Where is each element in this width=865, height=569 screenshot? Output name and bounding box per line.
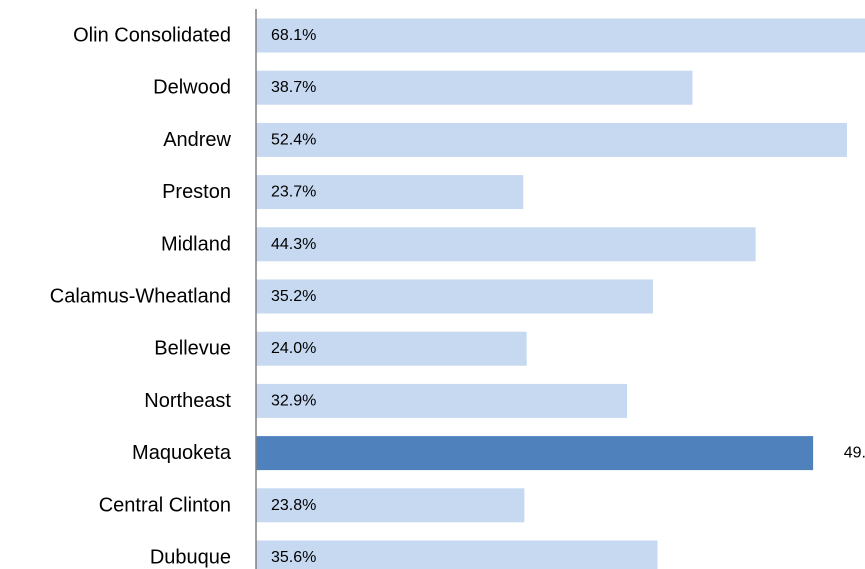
data-label-olin-consolidated: 68.1% bbox=[271, 27, 316, 44]
category-label-maquoketa: Maquoketa bbox=[132, 442, 232, 464]
category-label-preston: Preston bbox=[162, 181, 231, 203]
data-label-midland: 44.3% bbox=[271, 236, 316, 253]
data-label-central-clinton: 23.8% bbox=[271, 497, 316, 514]
data-label-northeast: 32.9% bbox=[271, 392, 316, 409]
category-label-central-clinton: Central Clinton bbox=[99, 494, 231, 516]
bar-central-clinton bbox=[256, 488, 525, 523]
category-label-delwood: Delwood bbox=[153, 77, 231, 99]
category-label-calamus-wheatland: Calamus-Wheatland bbox=[50, 286, 231, 308]
data-label-maquoketa: 49.4% bbox=[844, 445, 865, 462]
category-labels-group: Olin Consolidated Delwood Andrew Preston Mid… bbox=[50, 25, 232, 569]
data-labels-group: 68.1% 38.7% 52.4% 23.7% 44.3% 35.2% 24.0% 32.9%… bbox=[271, 27, 865, 566]
bar-midland bbox=[256, 227, 756, 262]
bar-bellevue bbox=[256, 331, 527, 366]
data-label-preston: 23.7% bbox=[271, 184, 316, 201]
category-label-dubuque: Dubuque bbox=[150, 547, 231, 569]
data-label-dubuque: 35.6% bbox=[271, 549, 316, 566]
bar-delwood bbox=[256, 70, 693, 105]
category-label-northeast: Northeast bbox=[144, 390, 231, 412]
data-label-andrew: 52.4% bbox=[271, 131, 316, 148]
bar-maquoketa bbox=[256, 436, 814, 471]
data-label-bellevue: 24.0% bbox=[271, 340, 316, 357]
bars-group bbox=[256, 18, 865, 569]
category-label-olin-consolidated: Olin Consolidated bbox=[73, 25, 231, 47]
data-label-calamus-wheatland: 35.2% bbox=[271, 288, 316, 305]
bar-northeast bbox=[256, 383, 628, 418]
category-label-midland: Midland bbox=[161, 233, 231, 255]
data-label-delwood: 38.7% bbox=[271, 79, 316, 96]
bar-andrew bbox=[256, 122, 847, 157]
bar-olin-consolidated bbox=[256, 18, 865, 53]
bar-dubuque bbox=[256, 540, 658, 569]
bar-preston bbox=[256, 175, 524, 210]
bar-calamus-wheatland bbox=[256, 279, 653, 314]
category-label-andrew: Andrew bbox=[163, 129, 231, 151]
category-label-bellevue: Bellevue bbox=[154, 338, 231, 360]
